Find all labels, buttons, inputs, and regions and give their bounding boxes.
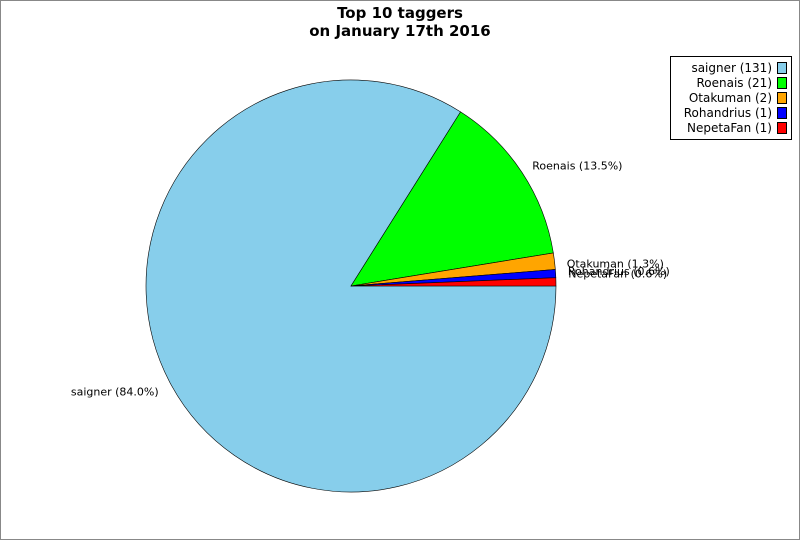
legend-label: Otakuman (2): [688, 90, 772, 105]
legend-label: Roenais (21): [696, 75, 772, 90]
legend-swatch: [777, 106, 787, 119]
legend-swatch: [777, 61, 787, 74]
slice-label-nepetafan: NepetaFan (0.6%): [568, 268, 667, 281]
chart-title: Top 10 taggers on January 17th 2016: [1, 4, 799, 40]
legend-item-saigner: saigner (131): [671, 60, 787, 75]
pie-slice-nepetafan: [350, 277, 557, 287]
legend-item-rohandrius: Rohandrius (1): [671, 105, 787, 120]
legend-item-roenais: Roenais (21): [671, 75, 787, 90]
legend-item-otakuman: Otakuman (2): [671, 90, 787, 105]
slice-label-roenais: Roenais (13.5%): [532, 160, 622, 173]
legend: saigner (131) Roenais (21) Otakuman (2) …: [670, 56, 792, 140]
legend-label: saigner (131): [691, 60, 772, 75]
chart-title-line-1: Top 10 taggers: [337, 4, 463, 22]
chart-title-line-2: on January 17th 2016: [309, 22, 491, 40]
slice-label-rohandrius: Rohandrius (0.6%): [568, 265, 670, 278]
legend-item-nepetafan: NepetaFan (1): [671, 120, 787, 135]
pie-slice-roenais: [350, 111, 554, 287]
slice-label-saigner: saigner (84.0%): [71, 385, 159, 398]
legend-swatch: [777, 121, 787, 134]
slice-label-otakuman: Otakuman (1.3%): [567, 258, 664, 271]
legend-label: NepetaFan (1): [687, 120, 772, 135]
legend-swatch: [777, 91, 787, 104]
legend-label: Rohandrius (1): [683, 105, 772, 120]
legend-swatch: [777, 76, 787, 89]
